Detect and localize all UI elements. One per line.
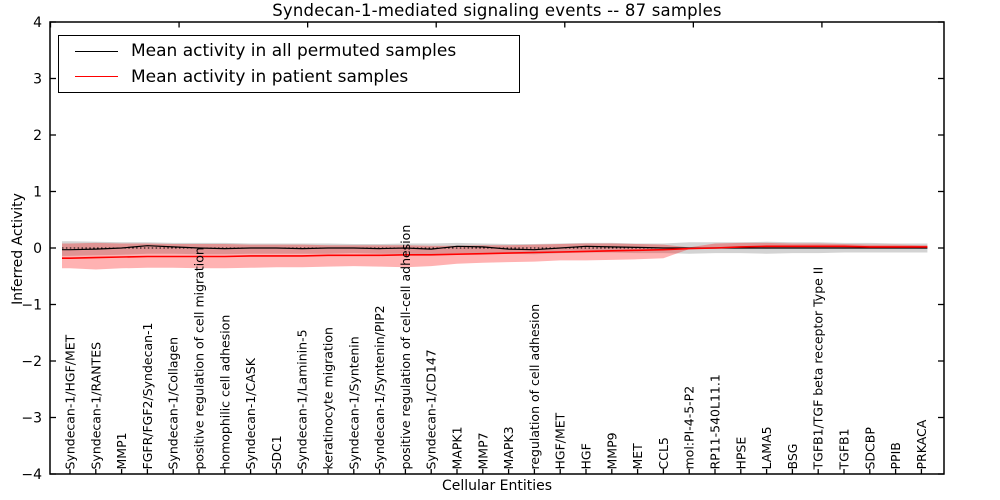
y-tick-label: 2: [33, 128, 42, 144]
chart-title: Syndecan-1-mediated signaling events -- …: [272, 1, 722, 20]
x-tick-label: Syndecan-1/Laminin-5: [295, 329, 310, 469]
y-tick-label: 0: [33, 241, 42, 257]
x-tick-label: SDCBP: [862, 427, 877, 470]
x-tick-label: BSG: [785, 444, 800, 470]
x-tick-label: TGFB1/TGF beta receptor Type II: [811, 267, 826, 471]
x-tick-label: Syndecan-1/Syntenin/PIP2: [372, 305, 387, 469]
y-tick-label: −3: [21, 411, 42, 427]
x-tick-label: Syndecan-1/RANTES: [88, 342, 103, 470]
x-tick-label: MAPK1: [450, 426, 465, 469]
permuted-line-swatch: [75, 50, 118, 52]
patient-confidence-band: [62, 242, 928, 270]
y-tick-label: 3: [33, 72, 42, 88]
x-tick-label: mol:PI-4-5-P2: [682, 386, 697, 470]
x-axis-label: Cellular Entities: [441, 478, 553, 494]
x-tick-label: MAPK3: [501, 426, 516, 469]
x-tick-label: regulation of cell adhesion: [527, 304, 542, 470]
x-tick-label: Syndecan-1/HGF/MET: [63, 334, 78, 469]
patient-line-swatch: [75, 76, 118, 78]
x-tick-label: homophilic cell adhesion: [217, 315, 232, 470]
x-tick-label: RP11-540L11.1: [708, 374, 723, 469]
legend-entry-permuted: Mean activity in all permuted samples: [59, 41, 519, 61]
x-tick-label: HGF/MET: [553, 412, 568, 469]
x-tick-label: MMP9: [604, 432, 619, 469]
legend-entry-patient-label: Mean activity in patient samples: [131, 66, 409, 87]
x-tick-label: Syndecan-1/CD147: [424, 349, 439, 469]
legend-entry-patient: Mean activity in patient samples: [59, 67, 519, 87]
legend-box: Mean activity in all permuted samples Me…: [58, 35, 520, 93]
x-tick-label: MMP7: [475, 432, 490, 469]
x-tick-label: MMP1: [114, 432, 129, 469]
permuted-mean-line: [62, 245, 928, 251]
y-axis-label: Inferred Activity: [10, 193, 26, 305]
x-tick-label: CCL5: [656, 437, 671, 469]
x-tick-label: positive regulation of cell-cell adhesio…: [398, 225, 413, 470]
x-tick-label: PRKACA: [914, 419, 929, 469]
y-tick-label: −1: [21, 298, 42, 314]
legend-entry-permuted-label: Mean activity in all permuted samples: [131, 41, 457, 62]
x-tick-label: LAMA5: [759, 426, 774, 469]
permuted-confidence-band: [62, 241, 928, 256]
x-tick-label: TGFB1: [837, 428, 852, 470]
x-tick-label: SDC1: [269, 435, 284, 469]
x-tick-label: Syndecan-1/Collagen: [166, 337, 181, 470]
x-tick-label: keratinocyte migration: [321, 327, 336, 469]
x-tick-label: HGF: [579, 443, 594, 469]
x-tick-label: MET: [630, 443, 645, 470]
x-tick-label: HPSE: [733, 437, 748, 470]
y-tick-label: −4: [21, 467, 42, 483]
x-tick-label: PPIB: [888, 442, 903, 469]
y-tick-label: −2: [21, 354, 42, 370]
x-tick-label: Syndecan-1/CASK: [243, 357, 258, 469]
x-tick-label: FGFR/FGF2/Syndecan-1: [140, 323, 155, 470]
x-tick-label: Syndecan-1/Syntenin: [346, 336, 361, 469]
y-tick-label: 4: [33, 15, 42, 31]
y-tick-label: 1: [33, 185, 42, 201]
x-tick-label: positive regulation of cell migration: [192, 247, 207, 469]
patient-mean-line: [62, 245, 928, 260]
